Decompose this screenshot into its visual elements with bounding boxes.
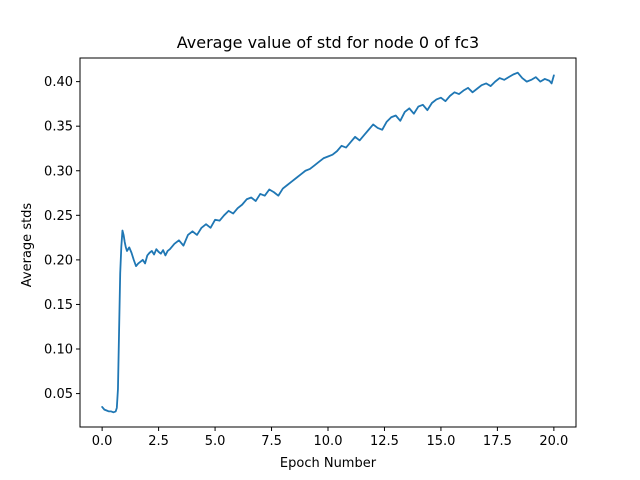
- y-tick-label: 0.05: [44, 387, 73, 402]
- y-tick-label: 0.20: [44, 253, 73, 268]
- x-tick-label: 0.0: [92, 434, 113, 449]
- x-axis: 0.0 2.5 5.0 7.5 10.0 12.5 15.0 17.5 20.0: [92, 427, 568, 449]
- x-tick-label: 12.5: [370, 434, 399, 449]
- y-tick-label: 0.25: [44, 209, 73, 224]
- y-tick-label: 0.30: [44, 164, 73, 179]
- x-tick-label: 2.5: [148, 434, 169, 449]
- y-tick-label: 0.35: [44, 120, 73, 135]
- y-tick-label: 0.40: [44, 75, 73, 90]
- axes-frame: [79, 57, 577, 428]
- chart-title: Average value of std for node 0 of fc3: [177, 33, 479, 52]
- y-axis-label: Average stds: [20, 203, 35, 288]
- x-tick-label: 17.5: [483, 434, 512, 449]
- x-axis-label: Epoch Number: [280, 456, 377, 471]
- y-tick-label: 0.10: [44, 343, 73, 358]
- x-tick-label: 20.0: [539, 434, 568, 449]
- y-tick-label: 0.15: [44, 298, 73, 313]
- plot-area: [79, 57, 577, 428]
- x-tick-label: 15.0: [426, 434, 455, 449]
- x-tick-label: 10.0: [314, 434, 343, 449]
- series-line-0: [101, 71, 555, 414]
- x-tick-label: 5.0: [205, 434, 226, 449]
- x-tick-label: 7.5: [261, 434, 282, 449]
- y-axis: 0.05 0.10 0.15 0.20 0.25 0.30 0.35 0.40: [44, 75, 80, 402]
